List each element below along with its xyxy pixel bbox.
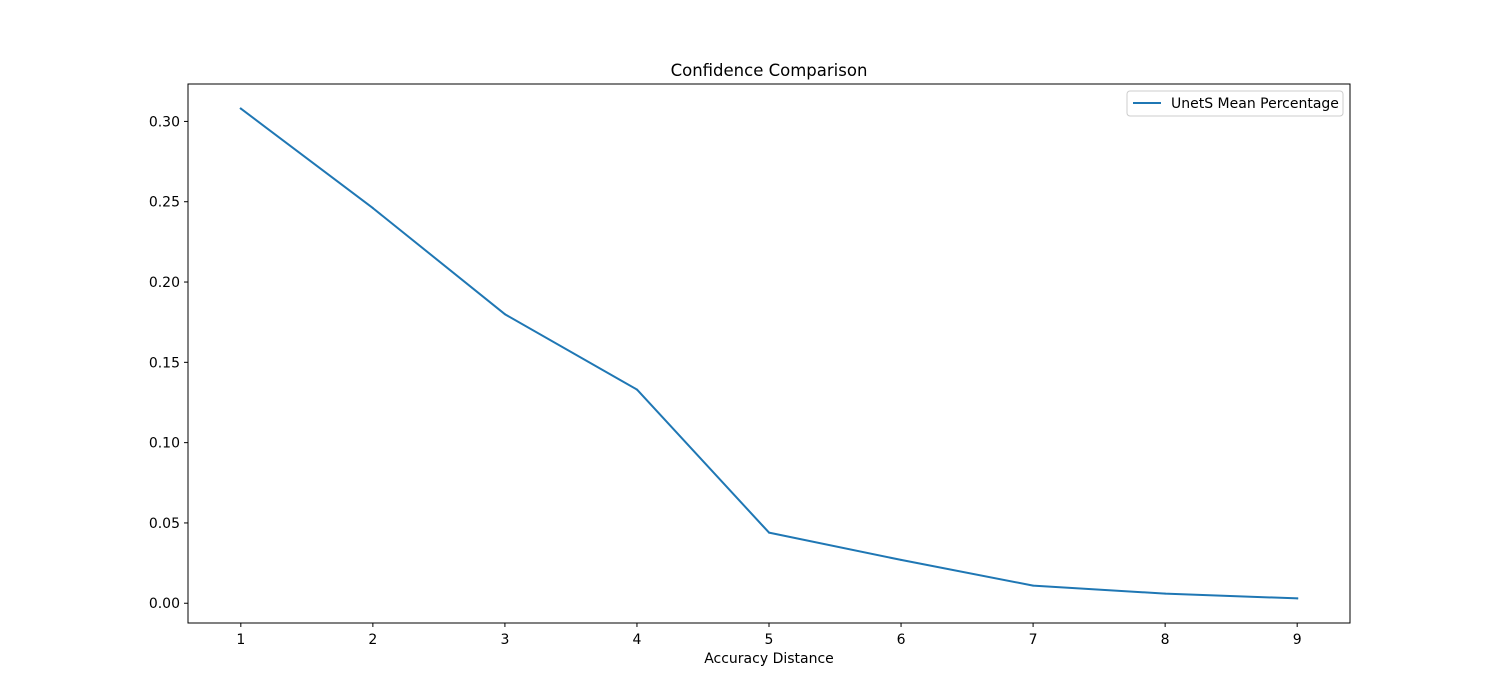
data-point bbox=[1164, 592, 1167, 595]
x-tick-label: 1 bbox=[236, 632, 245, 648]
data-point bbox=[239, 107, 242, 110]
y-axis: 0.00 0.05 0.10 0.15 0.20 0.25 0.30 bbox=[149, 114, 188, 612]
x-tick-label: 2 bbox=[368, 632, 377, 648]
x-axis: 1 2 3 4 5 6 7 8 9 bbox=[236, 623, 1302, 648]
x-tick-label: 6 bbox=[897, 632, 906, 648]
data-point bbox=[635, 388, 638, 391]
data-point bbox=[371, 207, 374, 210]
data-point bbox=[768, 531, 770, 534]
data-point bbox=[1296, 597, 1299, 600]
y-tick-label: 0.25 bbox=[149, 195, 180, 211]
data-point bbox=[900, 558, 903, 561]
legend: UnetS Mean Percentage bbox=[1126, 90, 1344, 117]
data-point bbox=[1032, 584, 1035, 587]
chart-title: Confidence Comparison bbox=[671, 61, 868, 80]
series-layer bbox=[239, 107, 1299, 600]
x-tick-label: 7 bbox=[1029, 632, 1038, 648]
y-tick-label: 0.00 bbox=[149, 596, 180, 612]
x-tick-label: 8 bbox=[1161, 632, 1170, 648]
y-tick-label: 0.10 bbox=[149, 436, 180, 452]
x-tick-label: 4 bbox=[632, 632, 641, 648]
x-tick-label: 5 bbox=[765, 632, 774, 648]
y-tick-label: 0.20 bbox=[149, 275, 180, 291]
plot-frame bbox=[187, 83, 1351, 624]
data-point bbox=[503, 313, 506, 316]
legend-box bbox=[1126, 90, 1344, 117]
x-axis-title: Accuracy Distance bbox=[704, 651, 834, 667]
legend-label: UnetS Mean Percentage bbox=[1171, 96, 1339, 112]
x-tick-label: 3 bbox=[500, 632, 509, 648]
y-tick-label: 0.30 bbox=[149, 114, 180, 130]
y-tick-label: 0.15 bbox=[149, 355, 180, 371]
x-tick-label: 9 bbox=[1293, 632, 1302, 648]
y-tick-label: 0.05 bbox=[149, 516, 180, 532]
series-line-0 bbox=[239, 107, 1299, 600]
